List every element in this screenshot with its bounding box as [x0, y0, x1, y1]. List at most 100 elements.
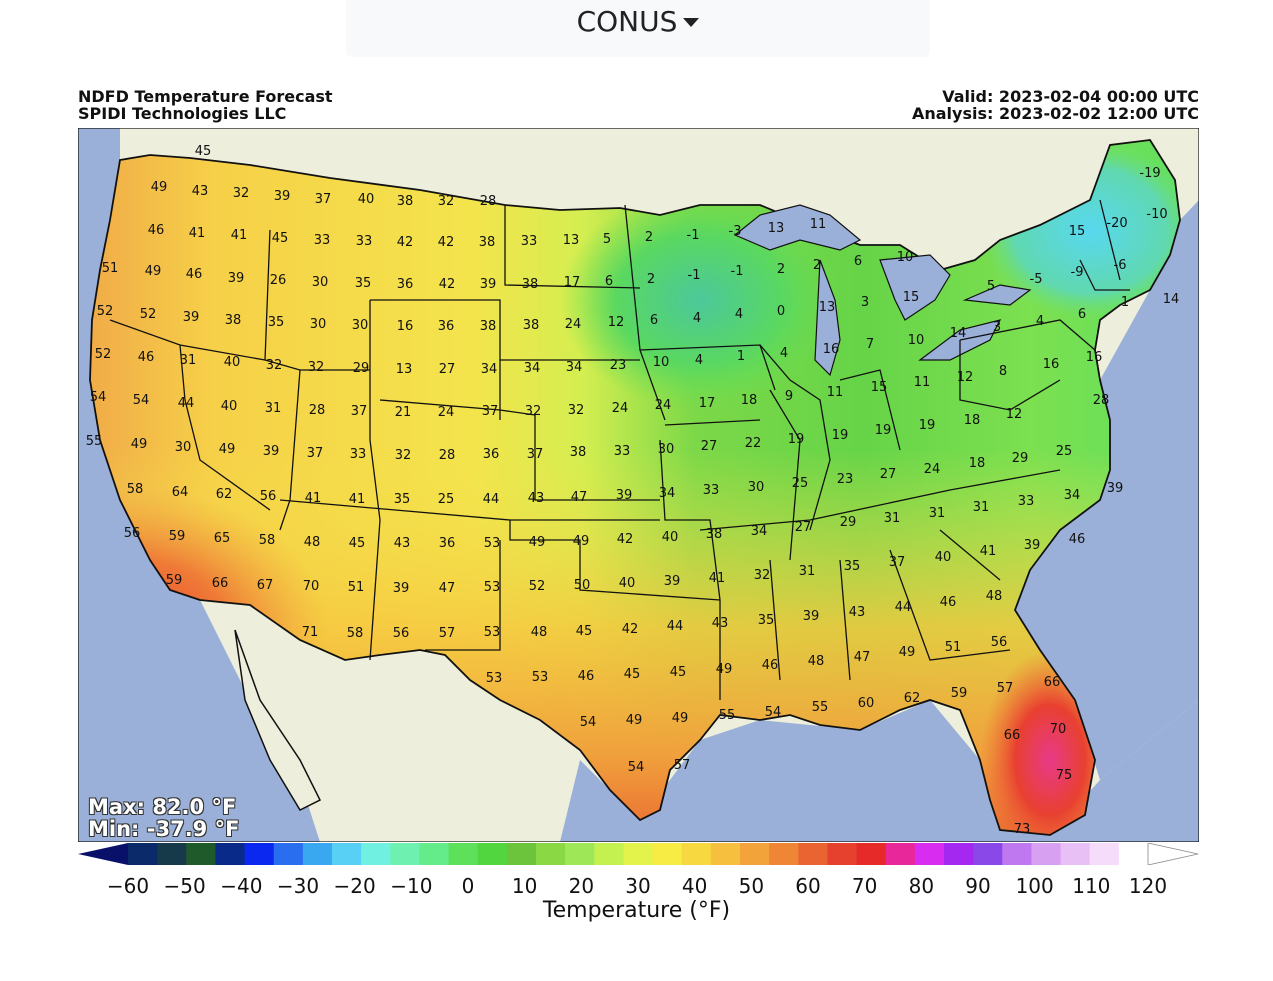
temperature-label: -6 [1114, 258, 1127, 273]
temperature-label: 54 [580, 715, 597, 730]
temperature-label: 41 [305, 491, 322, 506]
map-title: NDFD Temperature Forecast [78, 87, 333, 106]
temperature-label: 49 [529, 535, 546, 550]
temperature-label: 28 [1093, 393, 1110, 408]
temperature-label: 30 [658, 442, 675, 457]
temperature-label: 1 [1121, 295, 1129, 310]
colorbar-tick-label: 50 [738, 874, 765, 898]
temperature-label: 46 [940, 595, 957, 610]
temperature-label: 47 [854, 650, 871, 665]
temperature-label: 42 [617, 532, 634, 547]
temperature-label: 18 [969, 456, 986, 471]
colorbar-overflow [1147, 843, 1199, 865]
temperature-label: 49 [145, 264, 162, 279]
temperature-label: 55 [812, 700, 829, 715]
colorbar-segment [506, 843, 537, 865]
temperature-label: 40 [221, 399, 238, 414]
temperature-label: 58 [127, 482, 144, 497]
temperature-label: 49 [131, 437, 148, 452]
temperature-label: 54 [90, 390, 107, 405]
colorbar-segment [419, 843, 450, 865]
temperature-label: 39 [263, 444, 280, 459]
colorbar-tick-label: −30 [276, 874, 320, 898]
temperature-label: 48 [304, 535, 321, 550]
colorbar-segment [1002, 843, 1033, 865]
temperature-label: 12 [957, 370, 974, 385]
temperature-label: 31 [180, 353, 197, 368]
temperature-label: 52 [529, 579, 546, 594]
temperature-label: 62 [216, 487, 233, 502]
temperature-label: 38 [570, 445, 587, 460]
temperature-label: 37 [315, 192, 332, 207]
temperature-label: 4 [695, 353, 703, 368]
lake-ontario [962, 284, 1032, 306]
temperature-label: 48 [531, 625, 548, 640]
colorbar-segment [944, 843, 974, 865]
colorbar-underflow [78, 843, 128, 865]
temperature-label: 58 [259, 533, 276, 548]
temperature-label: 13 [396, 362, 413, 377]
temperature-label: 62 [904, 691, 921, 706]
temperature-label: 40 [358, 192, 375, 207]
colorbar-segment [710, 843, 741, 865]
temperature-label: 36 [397, 277, 414, 292]
temperature-label: 44 [895, 600, 912, 615]
temperature-label: 28 [480, 194, 497, 209]
temperature-label: 39 [803, 609, 820, 624]
temperature-label: 11 [810, 217, 827, 232]
temperature-label: 47 [571, 490, 588, 505]
pacific-ocean [78, 128, 320, 842]
temperature-label: 49 [219, 442, 236, 457]
colorbar-tick-label: −40 [220, 874, 263, 898]
temperature-label: 42 [439, 277, 456, 292]
colorbar-segment [390, 843, 421, 865]
colorbar-tick-label: 10 [511, 874, 538, 898]
temperature-label: 38 [522, 277, 539, 292]
temperature-label: 44 [483, 492, 500, 507]
temperature-label: 34 [659, 486, 676, 501]
analysis-time: Analysis: 2023-02-02 12:00 UTC [911, 104, 1199, 123]
colorbar-segment [565, 843, 595, 865]
temperature-label: 17 [564, 275, 581, 290]
temperature-label: 2 [813, 258, 821, 273]
temperature-label: 43 [528, 491, 545, 506]
temperature-label: 38 [706, 527, 723, 542]
temperature-label: 10 [908, 333, 925, 348]
baja-california [234, 629, 322, 811]
temperature-label: 49 [672, 711, 689, 726]
temperature-label: 39 [183, 310, 200, 325]
temperature-label: 26 [270, 273, 287, 288]
region-dropdown-button[interactable]: CONUS [346, 0, 930, 42]
temperature-label: -9 [1071, 265, 1084, 280]
temperature-label: 71 [302, 625, 319, 640]
temperature-label: 46 [186, 267, 203, 282]
temperature-label: 27 [701, 439, 718, 454]
temperature-label: 33 [314, 233, 331, 248]
temperature-label: 31 [973, 500, 990, 515]
temperature-label: 32 [233, 186, 250, 201]
temperature-label: 49 [899, 645, 916, 660]
colorbar-segment [186, 843, 217, 865]
temperature-label: 39 [1024, 538, 1041, 553]
temperature-label: 53 [484, 625, 501, 640]
temperature-label: 48 [808, 654, 825, 669]
temperature-label: 30 [748, 480, 765, 495]
colorbar-segment [740, 843, 770, 865]
temperature-field [90, 140, 1180, 835]
temperature-label: 23 [610, 358, 627, 373]
temperature-label: 38 [225, 313, 242, 328]
temperature-label: 16 [823, 342, 840, 357]
temperature-label: 51 [102, 261, 119, 276]
temperature-label: 25 [1056, 444, 1073, 459]
temperature-label: 18 [741, 393, 758, 408]
temperature-label: 41 [709, 571, 726, 586]
temperature-label: 13 [563, 233, 580, 248]
temperature-label: 16 [1086, 350, 1103, 365]
temperature-label: 35 [844, 559, 861, 574]
temperature-label: 47 [439, 581, 456, 596]
temperature-label: 45 [670, 665, 687, 680]
temperature-label: 10 [897, 250, 914, 265]
temperature-label: 39 [616, 488, 633, 503]
temperature-label: 18 [964, 413, 981, 428]
colorbar-tick-label: −20 [333, 874, 376, 898]
